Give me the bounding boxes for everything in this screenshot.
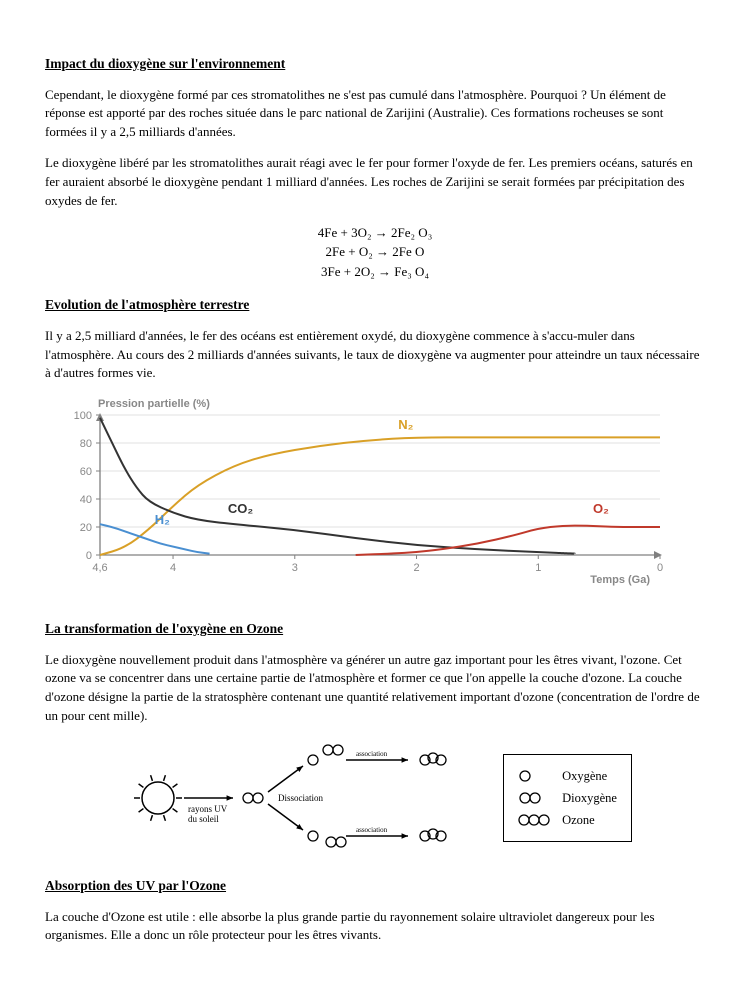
pressure-chart: Pression partielle (%)0204060801004,6432…: [45, 395, 705, 601]
svg-text:60: 60: [80, 466, 92, 478]
eq1: 4Fe + 3O₂ → 2Fe₂ O₃: [45, 223, 705, 243]
legend-ozone-label: Ozone: [562, 811, 595, 829]
svg-text:CO₂: CO₂: [228, 501, 254, 516]
svg-text:Temps (Ga): Temps (Ga): [590, 574, 650, 586]
section3-title: La transformation de l'oxygène en Ozone: [45, 619, 705, 639]
svg-text:100: 100: [74, 410, 92, 422]
svg-text:4: 4: [170, 562, 176, 574]
eq2: 2Fe + O₂ → 2Fe O: [45, 242, 705, 262]
svg-text:80: 80: [80, 438, 92, 450]
svg-text:N₂: N₂: [398, 417, 413, 432]
legend-dioxygen: Dioxygène: [518, 789, 617, 807]
section4-p1: La couche d'Ozone est utile : elle absor…: [45, 908, 705, 946]
ozone-diagram-svg: rayons UVdu soleil Dissociation associatio…: [118, 738, 478, 858]
svg-text:40: 40: [80, 494, 92, 506]
svg-text:du soleil: du soleil: [188, 814, 219, 824]
section1-title: Impact du dioxygène sur l'environnement: [45, 54, 705, 74]
svg-text:20: 20: [80, 522, 92, 534]
svg-text:association: association: [356, 750, 388, 758]
legend-oxygen-label: Oxygène: [562, 767, 607, 785]
section3-p1: Le dioxygène nouvellement produit dans l…: [45, 651, 705, 726]
ozone-diagram: rayons UVdu soleil Dissociation associatio…: [45, 738, 705, 858]
section2-p1: Il y a 2,5 milliard d'années, le fer des…: [45, 327, 705, 384]
svg-text:1: 1: [535, 562, 541, 574]
legend-dioxygen-label: Dioxygène: [562, 789, 617, 807]
svg-text:Pression partielle (%): Pression partielle (%): [98, 398, 210, 410]
section1-p1: Cependant, le dioxygène formé par ces st…: [45, 86, 705, 143]
svg-text:2: 2: [413, 562, 419, 574]
eq3: 3Fe + 2O₂ → Fe₃ O₄: [45, 262, 705, 282]
svg-text:3: 3: [292, 562, 298, 574]
svg-text:0: 0: [657, 562, 663, 574]
svg-text:Dissociation: Dissociation: [278, 793, 323, 803]
svg-text:O₂: O₂: [593, 501, 609, 516]
svg-text:4,6: 4,6: [92, 562, 107, 574]
svg-text:0: 0: [86, 550, 92, 562]
svg-text:association: association: [356, 826, 388, 834]
legend-box: Oxygène Dioxygène Ozone: [503, 754, 632, 842]
chemical-equations: 4Fe + 3O₂ → 2Fe₂ O₃ 2Fe + O₂ → 2Fe O 3Fe…: [45, 223, 705, 282]
svg-text:H₂: H₂: [155, 512, 170, 527]
svg-text:rayons UV: rayons UV: [188, 804, 228, 814]
legend-oxygen: Oxygène: [518, 767, 617, 785]
legend-ozone: Ozone: [518, 811, 617, 829]
section2-title: Evolution de l'atmosphère terrestre: [45, 295, 705, 315]
section4-title: Absorption des UV par l'Ozone: [45, 876, 705, 896]
section1-p2: Le dioxygène libéré par les stromatolith…: [45, 154, 705, 211]
